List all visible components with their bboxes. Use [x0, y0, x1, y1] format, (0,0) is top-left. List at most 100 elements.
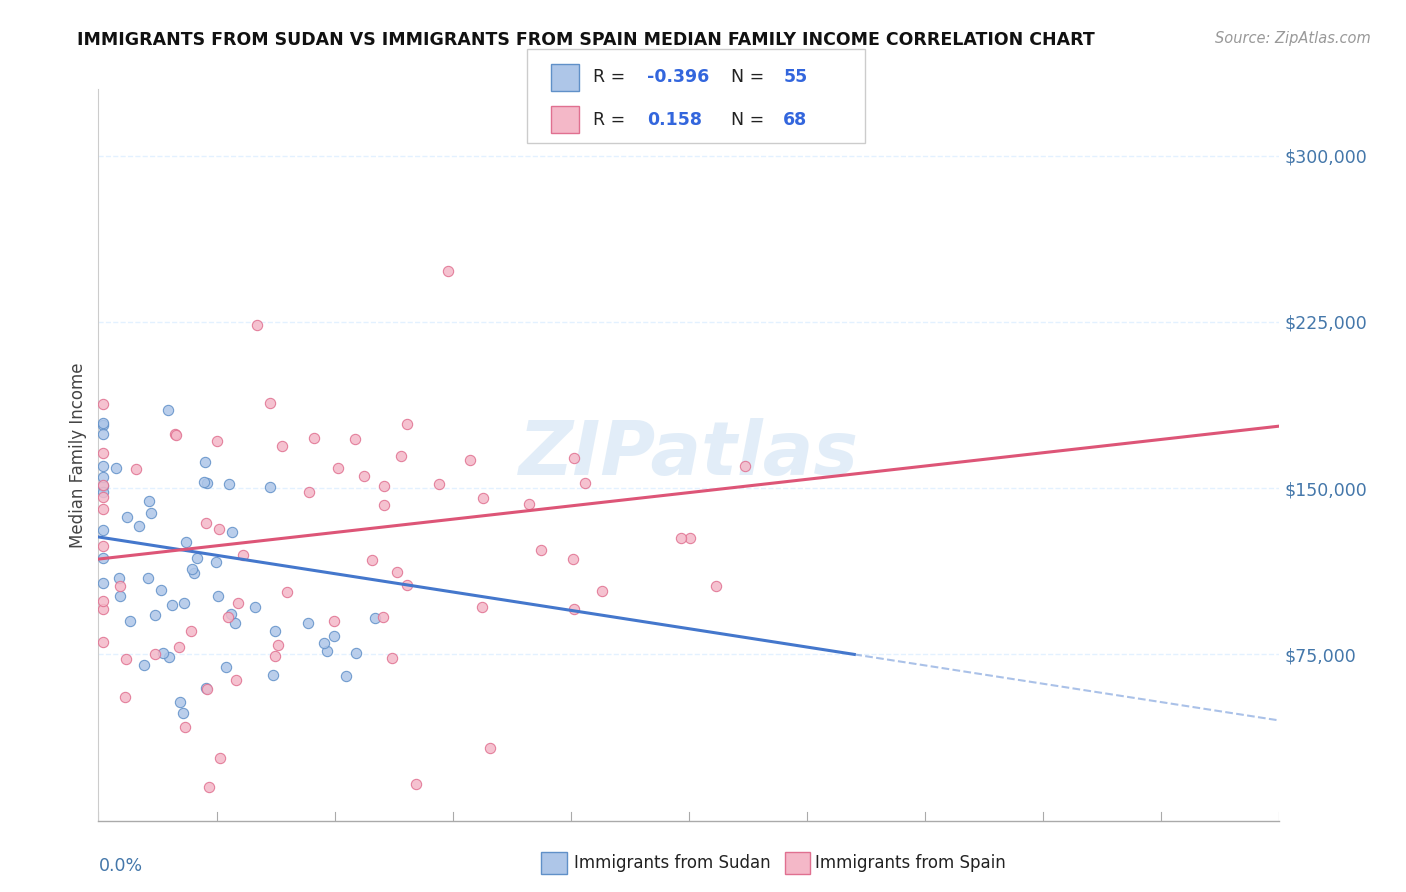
Point: [219, 607, 242, 621]
Text: R =: R =: [593, 111, 631, 128]
Point: [91, 594, 114, 608]
Text: 0.0%: 0.0%: [98, 857, 142, 875]
Point: [91, 458, 114, 473]
Point: [195, 475, 218, 490]
Point: [427, 476, 450, 491]
Point: [363, 611, 385, 625]
Point: [172, 706, 194, 720]
Point: [564, 451, 586, 466]
Point: [704, 579, 727, 593]
Text: N =: N =: [720, 68, 769, 87]
Point: [562, 552, 585, 566]
Point: [226, 596, 249, 610]
Point: [381, 651, 404, 665]
Point: [174, 535, 197, 549]
Point: [225, 673, 247, 687]
Point: [125, 462, 148, 476]
Point: [396, 417, 419, 431]
Point: [215, 660, 238, 674]
Point: [564, 602, 586, 616]
Text: 68: 68: [783, 111, 807, 128]
Point: [91, 416, 114, 430]
Point: [132, 657, 155, 672]
Point: [183, 566, 205, 580]
Point: [472, 491, 495, 506]
Point: [115, 510, 138, 524]
Point: [312, 636, 335, 650]
Point: [91, 601, 114, 615]
Point: [574, 476, 596, 491]
Point: [208, 522, 231, 536]
Text: R =: R =: [593, 68, 631, 87]
Point: [169, 695, 191, 709]
Point: [373, 610, 395, 624]
Point: [322, 614, 344, 628]
Point: [91, 446, 114, 460]
Point: [208, 750, 231, 764]
Point: [385, 566, 408, 580]
Point: [734, 458, 756, 473]
Point: [145, 647, 167, 661]
Point: [232, 548, 254, 562]
Point: [91, 490, 114, 504]
Point: [396, 578, 419, 592]
Point: [591, 583, 613, 598]
Point: [360, 553, 382, 567]
Point: [91, 576, 114, 591]
Point: [322, 630, 344, 644]
Point: [91, 426, 114, 441]
Point: [243, 599, 266, 614]
Point: [114, 690, 136, 705]
Point: [91, 502, 114, 516]
Point: [157, 649, 180, 664]
Point: [335, 669, 357, 683]
Point: [669, 531, 692, 545]
Point: [136, 571, 159, 585]
Y-axis label: Median Family Income: Median Family Income: [69, 362, 87, 548]
Point: [207, 589, 229, 603]
Point: [326, 460, 349, 475]
Point: [91, 635, 114, 649]
Point: [316, 644, 339, 658]
Point: [91, 418, 114, 433]
Point: [108, 571, 131, 585]
Text: Immigrants from Spain: Immigrants from Spain: [815, 855, 1007, 872]
Point: [245, 318, 267, 332]
Point: [263, 624, 285, 639]
Point: [264, 648, 287, 663]
Text: N =: N =: [720, 111, 769, 128]
Point: [91, 478, 114, 492]
Point: [91, 397, 114, 411]
Point: [139, 506, 162, 520]
Point: [529, 543, 551, 558]
Point: [105, 460, 128, 475]
Point: [679, 531, 702, 545]
Point: [262, 668, 284, 682]
Point: [197, 780, 219, 795]
Point: [298, 485, 321, 500]
Point: [138, 493, 160, 508]
Point: [128, 519, 150, 533]
Point: [343, 432, 366, 446]
Point: [194, 516, 217, 530]
Point: [115, 652, 138, 666]
Point: [163, 426, 186, 441]
Point: [174, 720, 197, 734]
Point: [259, 396, 281, 410]
Point: [519, 497, 541, 511]
Point: [471, 600, 494, 615]
Point: [160, 599, 183, 613]
Text: IMMIGRANTS FROM SUDAN VS IMMIGRANTS FROM SPAIN MEDIAN FAMILY INCOME CORRELATION : IMMIGRANTS FROM SUDAN VS IMMIGRANTS FROM…: [77, 31, 1095, 49]
Point: [373, 479, 395, 493]
Point: [217, 610, 239, 624]
Point: [197, 681, 219, 696]
Point: [221, 525, 243, 540]
Text: Immigrants from Sudan: Immigrants from Sudan: [574, 855, 770, 872]
Point: [436, 264, 458, 278]
Point: [373, 498, 395, 512]
Text: -0.396: -0.396: [647, 68, 709, 87]
Point: [270, 439, 292, 453]
Point: [186, 550, 208, 565]
Point: [267, 638, 290, 652]
Point: [120, 614, 142, 628]
